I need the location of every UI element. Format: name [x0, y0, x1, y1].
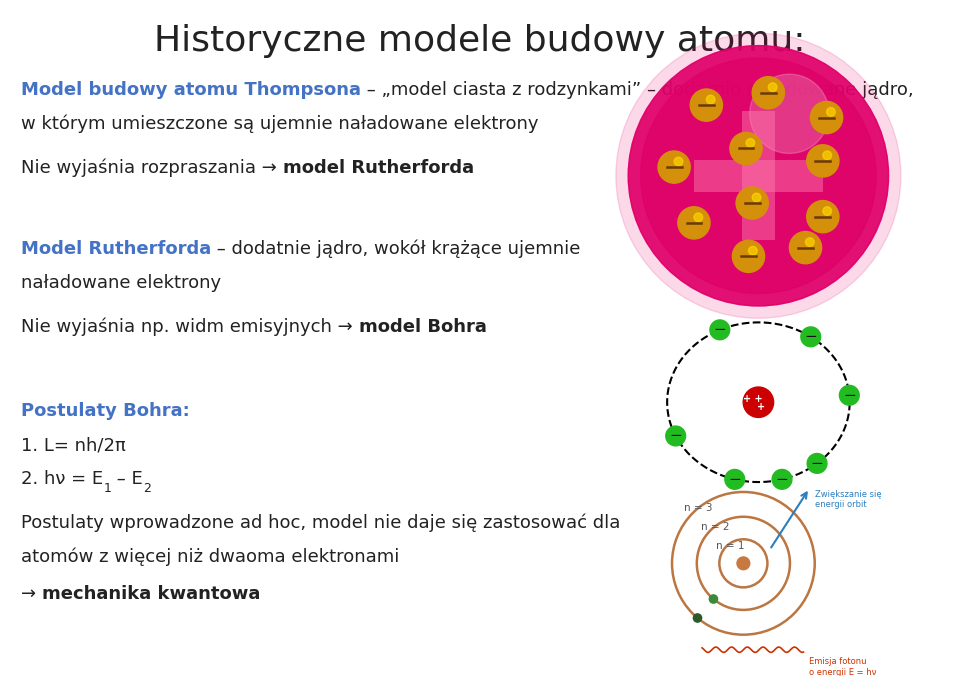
Text: Postulaty Bohra:: Postulaty Bohra: [21, 402, 190, 420]
Text: n = 1: n = 1 [715, 541, 744, 551]
Circle shape [737, 557, 750, 570]
Text: Postulaty wprowadzone ad hoc, model nie daje się zastosować dla: Postulaty wprowadzone ad hoc, model nie … [21, 514, 620, 532]
Text: 2. hν = E: 2. hν = E [21, 470, 104, 488]
Circle shape [678, 207, 710, 239]
Text: – dodatnie jądro, wokół krążące ujemnie: – dodatnie jądro, wokół krążące ujemnie [211, 240, 581, 258]
Circle shape [732, 240, 764, 272]
Circle shape [839, 385, 859, 405]
Circle shape [628, 46, 889, 306]
Text: →: → [21, 585, 42, 603]
Circle shape [807, 454, 827, 473]
Circle shape [806, 145, 839, 177]
Circle shape [736, 187, 768, 219]
Text: atomów z więcej niż dwaoma elektronami: atomów z więcej niż dwaoma elektronami [21, 548, 399, 566]
FancyBboxPatch shape [694, 160, 823, 192]
Circle shape [666, 426, 685, 446]
Circle shape [730, 132, 762, 165]
Circle shape [768, 82, 777, 91]
Circle shape [709, 595, 717, 603]
Text: −: − [669, 429, 682, 443]
Text: + +: + + [743, 394, 763, 404]
Circle shape [674, 157, 683, 166]
Text: Model budowy atomu Thompsona: Model budowy atomu Thompsona [21, 81, 361, 99]
Circle shape [746, 139, 755, 147]
Circle shape [693, 614, 702, 622]
Circle shape [810, 101, 843, 134]
Text: naładowane elektrony: naładowane elektrony [21, 274, 221, 292]
Text: 1: 1 [104, 482, 111, 495]
Circle shape [743, 387, 774, 417]
Circle shape [806, 201, 839, 233]
Text: Nie wyjaśnia np. widm emisyjnych →: Nie wyjaśnia np. widm emisyjnych → [21, 318, 359, 336]
Circle shape [640, 58, 876, 293]
Text: −: − [843, 388, 855, 403]
Circle shape [805, 238, 814, 247]
Text: w którym umieszczone są ujemnie naładowane elektrony: w którym umieszczone są ujemnie naładowa… [21, 115, 539, 133]
Text: n = 3: n = 3 [684, 503, 712, 513]
Text: −: − [776, 472, 788, 487]
Circle shape [753, 193, 761, 202]
Text: −: − [729, 472, 741, 487]
Text: Historyczne modele budowy atomu:: Historyczne modele budowy atomu: [155, 24, 805, 57]
Text: Nie wyjaśnia rozpraszania →: Nie wyjaśnia rozpraszania → [21, 159, 283, 177]
Circle shape [823, 151, 831, 160]
Text: Emisja fotonu
o energii E = hν: Emisja fotonu o energii E = hν [809, 657, 876, 676]
Circle shape [827, 107, 835, 116]
Text: Model Rutherforda: Model Rutherforda [21, 240, 211, 258]
Text: −: − [713, 322, 726, 337]
Text: 1. L= nh/2π: 1. L= nh/2π [21, 436, 126, 454]
Circle shape [750, 74, 829, 153]
Circle shape [772, 469, 792, 489]
Circle shape [628, 46, 889, 306]
Text: n = 2: n = 2 [701, 523, 729, 532]
Text: −: − [810, 456, 824, 471]
Circle shape [707, 95, 715, 104]
Circle shape [789, 231, 822, 264]
Circle shape [725, 469, 745, 489]
Text: −: − [804, 329, 817, 344]
Circle shape [753, 76, 784, 109]
Text: 2: 2 [143, 482, 151, 495]
Text: +: + [757, 402, 765, 412]
Circle shape [823, 207, 831, 216]
Circle shape [658, 151, 690, 183]
Circle shape [694, 213, 703, 222]
Circle shape [801, 327, 821, 347]
Circle shape [749, 246, 757, 255]
Text: mechanika kwantowa: mechanika kwantowa [42, 585, 260, 603]
Text: – E: – E [111, 470, 143, 488]
Circle shape [690, 89, 723, 121]
Circle shape [710, 320, 730, 340]
Text: Zwiększanie się
energii orbit: Zwiększanie się energii orbit [815, 489, 881, 509]
Circle shape [616, 33, 900, 318]
FancyBboxPatch shape [742, 112, 775, 240]
Text: model Bohra: model Bohra [359, 318, 487, 336]
Text: – „model ciasta z rodzynkami” – dodatnio naładowane jądro,: – „model ciasta z rodzynkami” – dodatnio… [361, 81, 914, 99]
Text: model Rutherforda: model Rutherforda [283, 159, 474, 177]
